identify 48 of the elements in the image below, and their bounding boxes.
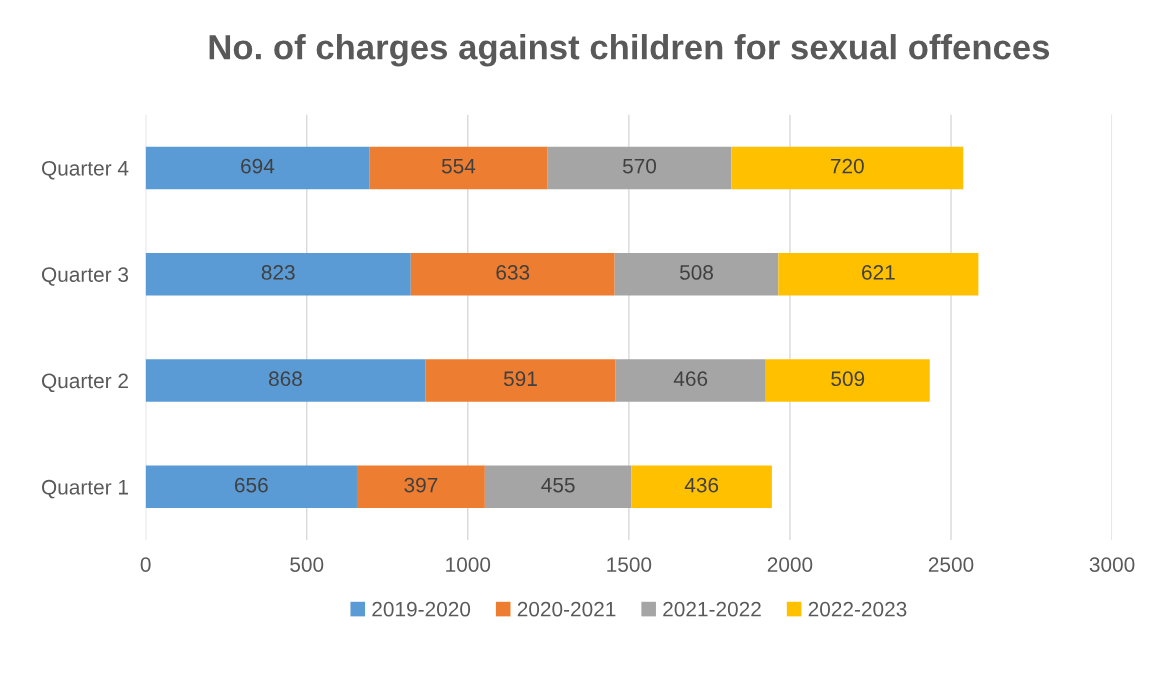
bar <box>356 465 485 509</box>
bar <box>731 146 964 190</box>
legend-label: 2020-2021 <box>517 601 616 617</box>
bar <box>547 146 732 190</box>
bar <box>425 359 616 402</box>
chart-title: No. of charges against children for sexual offences <box>209 34 1050 67</box>
legend-label: 2021-2022 <box>663 601 761 617</box>
x-tick-label: 2000 <box>767 557 813 572</box>
data-label: 508 <box>679 265 713 280</box>
data-label: 868 <box>268 371 302 387</box>
bar <box>765 359 930 402</box>
data-label: 455 <box>541 477 575 493</box>
y-tick-label: Quarter 2 <box>41 373 128 393</box>
data-label: 436 <box>684 477 719 493</box>
x-tick-label: 1500 <box>607 557 652 572</box>
legend-label: 2022-2023 <box>808 601 907 617</box>
bar <box>614 252 779 296</box>
bar <box>145 146 370 190</box>
data-label: 509 <box>831 371 865 387</box>
bar <box>615 359 766 402</box>
bar <box>631 465 772 509</box>
data-label: 397 <box>404 477 438 493</box>
data-label: 554 <box>441 158 476 174</box>
y-tick-label: Quarter 4 <box>41 160 129 180</box>
data-label: 694 <box>241 158 275 174</box>
bar <box>145 252 411 296</box>
data-label: 621 <box>862 265 895 280</box>
bar <box>145 359 426 402</box>
data-label: 570 <box>622 158 657 174</box>
bar <box>369 146 548 190</box>
data-label: 466 <box>673 371 708 387</box>
bar <box>410 252 615 296</box>
y-tick-label: Quarter 3 <box>41 267 129 286</box>
data-label: 633 <box>496 265 530 280</box>
data-label: 656 <box>235 477 268 493</box>
bar <box>778 252 979 296</box>
data-label: 591 <box>503 371 537 387</box>
legend-label: 2019-2020 <box>372 601 471 617</box>
bar <box>145 465 357 509</box>
data-label: 720 <box>830 158 864 174</box>
x-tick-label: 2500 <box>928 557 974 572</box>
data-label: 823 <box>261 265 295 280</box>
bar <box>484 465 632 509</box>
x-tick-label: 0 <box>140 557 151 572</box>
y-tick-label: Quarter 1 <box>41 479 128 499</box>
x-tick-label: 3000 <box>1089 557 1135 572</box>
x-tick-label: 1000 <box>446 557 491 572</box>
x-tick-label: 500 <box>290 557 324 572</box>
